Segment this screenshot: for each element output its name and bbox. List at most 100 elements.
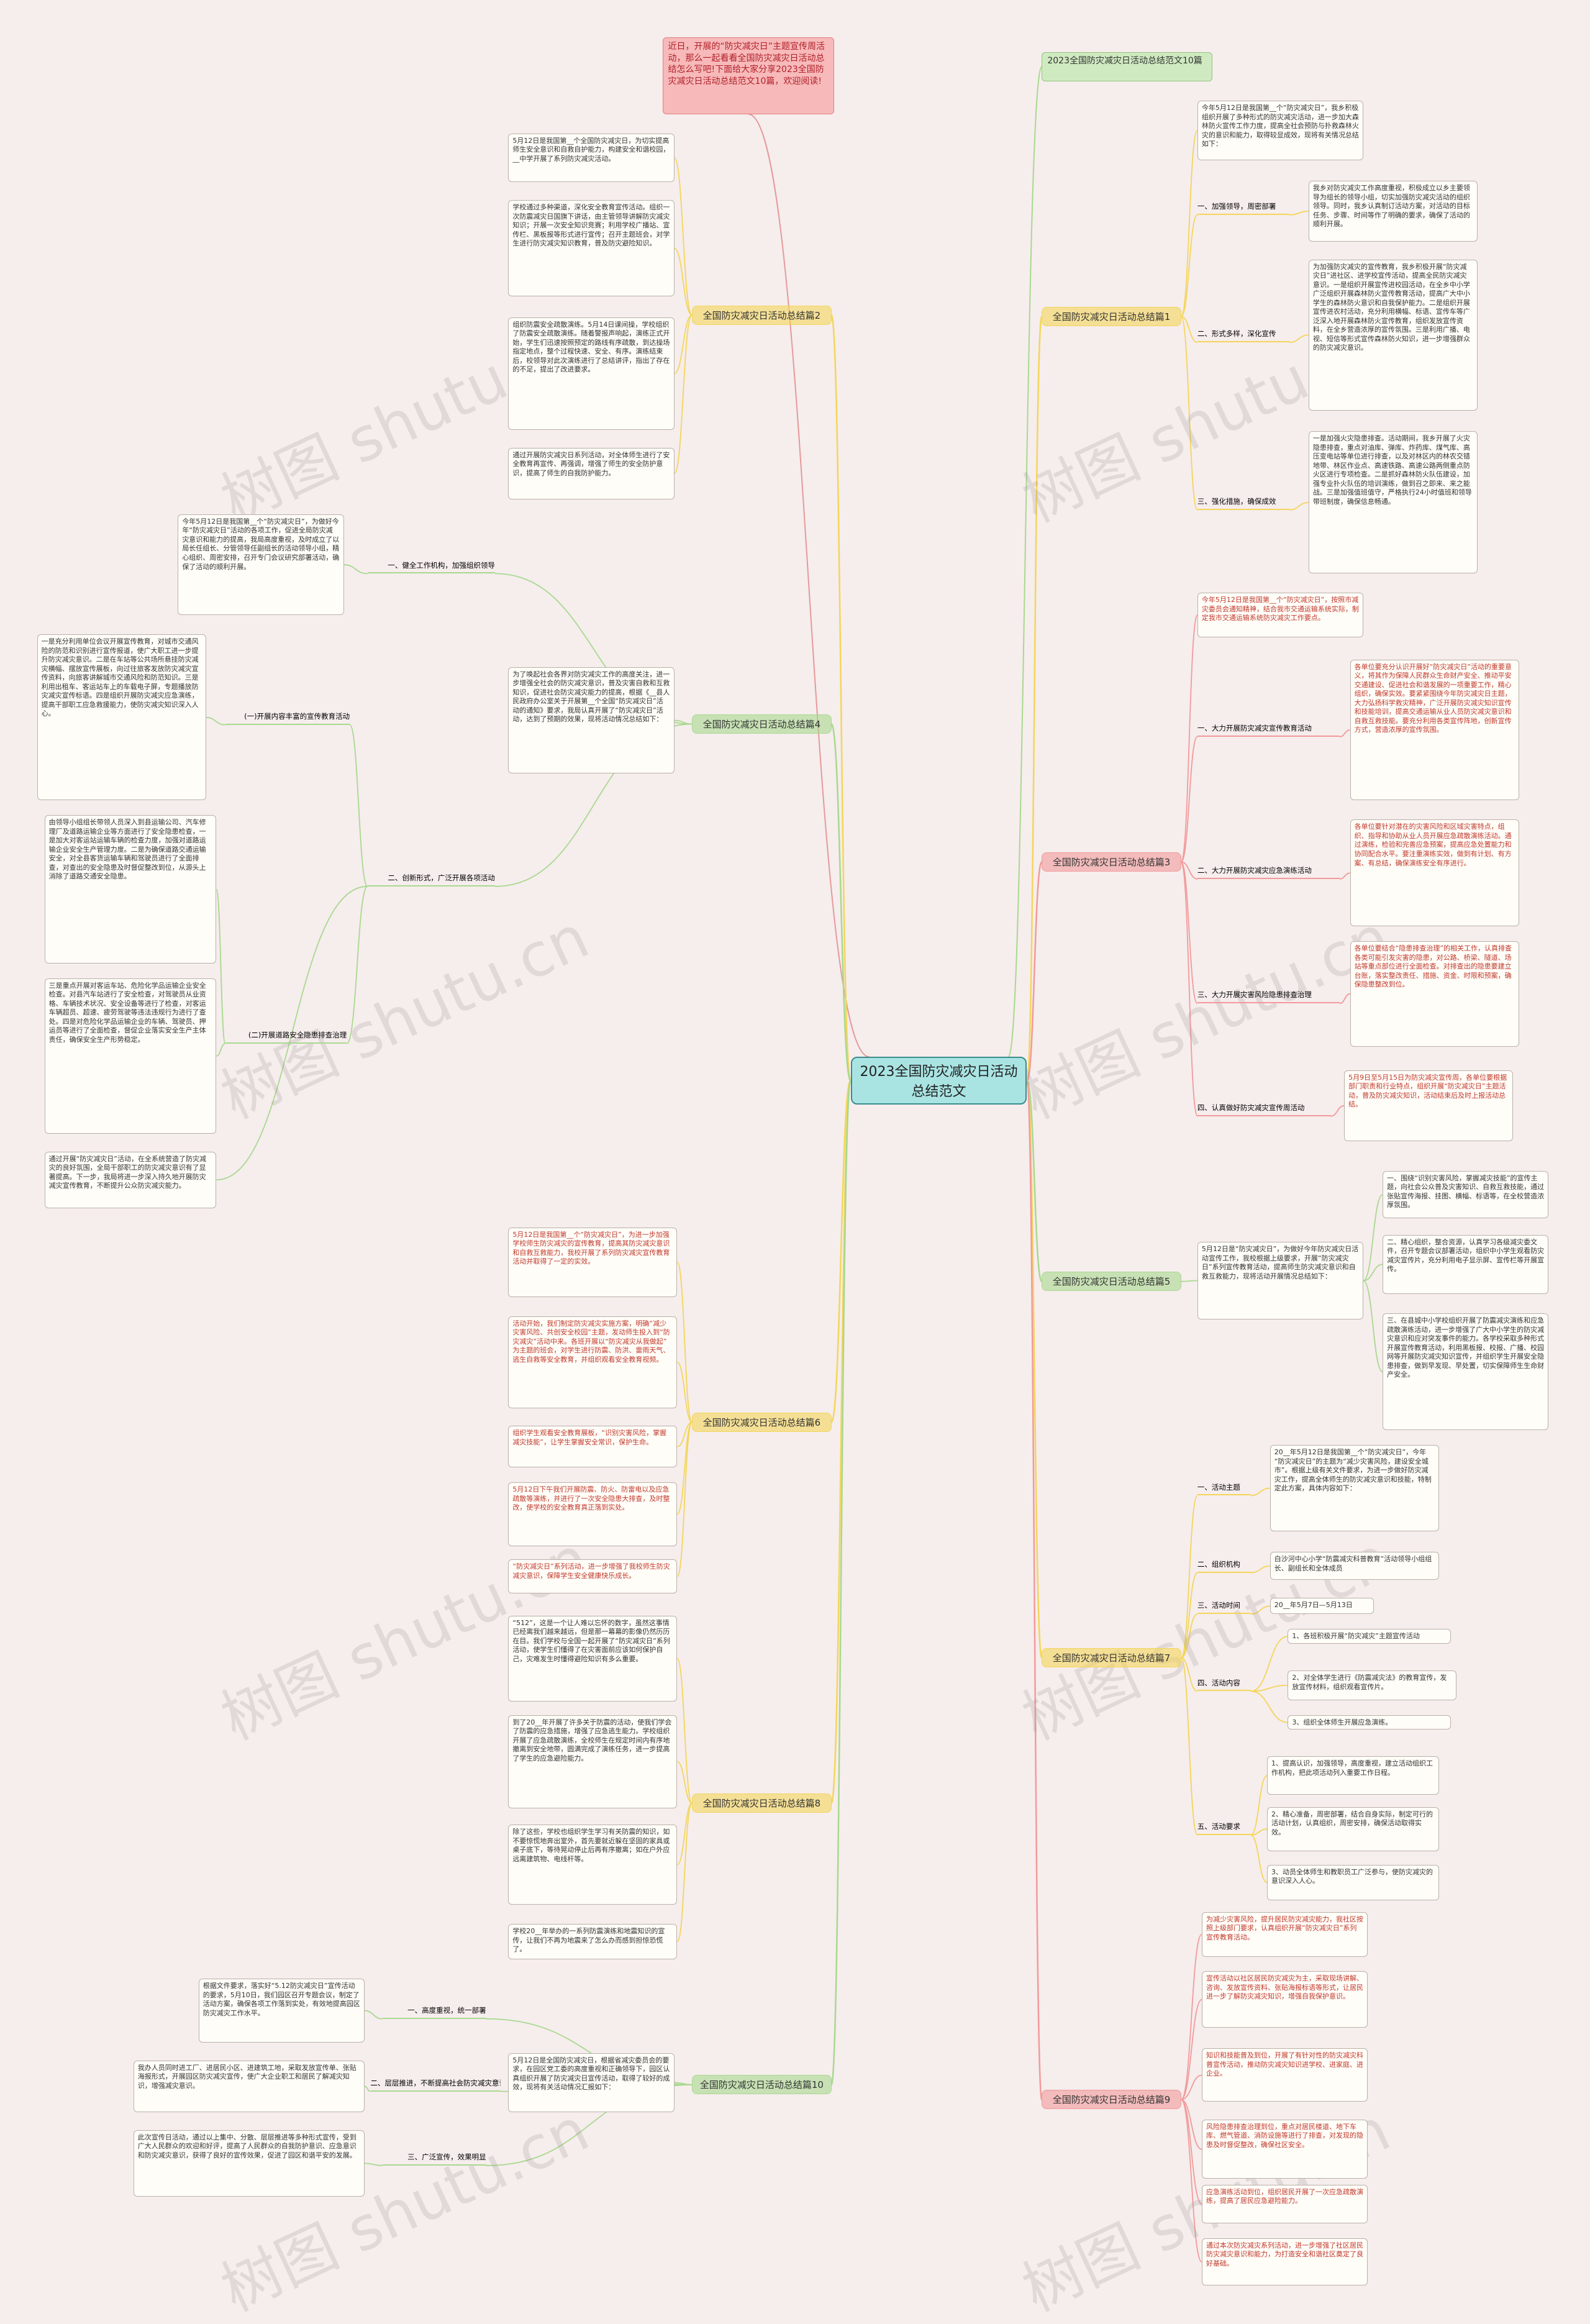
leaf-note: 各单位要针对潜在的灾害风险和区域灾害特点，组织、指导和协助从业人员开展应急疏散演… (1350, 819, 1519, 927)
branch-topic: 全国防灾减灾日活动总结篇8 (692, 1793, 832, 1813)
branch-topic: 全国防灾减灾日活动总结篇4 (692, 714, 832, 734)
connector (1180, 1657, 1198, 1836)
leaf-note: 5月12日是我国第__个全国防灾减灾日，为切实提高师生安全意识和自救自护能力，构… (508, 133, 675, 183)
connector (1363, 1194, 1383, 1282)
connector (1250, 1828, 1268, 1836)
connector (364, 2162, 383, 2166)
connector (1250, 1605, 1270, 1615)
connector (1180, 736, 1198, 863)
connector (1026, 1080, 1043, 2101)
connector (364, 2085, 371, 2092)
sub-topic: 五、活动要求 (1197, 1820, 1251, 1835)
leaf-note: 我办人员同时进工厂、进居民小区、进建筑工地，采取发放宣传单、张贴海报形式，开展园… (133, 2060, 365, 2113)
connector (216, 888, 226, 1044)
sub-topic: 二、层层推进，不断提高社会防灾减灾意识 (370, 2077, 501, 2092)
leaf-note: 2、精心准备，周密部署，结合自身实际，制定可行的活动计划，认真组织，周密安排，确… (1267, 1807, 1439, 1852)
leaf-note: 学校20__年举办的一系列防震演练和地震知识的宣传，让我们不再为地震来了怎么办而… (508, 1924, 678, 1960)
sub-topic: 一、加强领导，周密部署 (1197, 200, 1289, 215)
connector (1250, 1684, 1288, 1692)
connector (1289, 334, 1309, 344)
leaf-note: 二、精心组织，整合资源，认真学习各级减灾委文件，召开专题会议部署活动，组织中小学… (1383, 1234, 1549, 1294)
branch-topic: 全国防灾减灾日活动总结篇6 (692, 1412, 832, 1432)
connector (216, 885, 368, 1181)
leaf-note: 通过本次防灾减灾系列活动，进一步增强了社区居民防灾减灾意识和能力，为打造安全和谐… (1202, 2238, 1368, 2286)
connector (676, 1261, 693, 1423)
connector (1180, 316, 1198, 511)
connector (346, 885, 368, 1044)
connector (206, 716, 225, 726)
leaf-note: 我乡对防灾减灾工作高度重视，积极成立以乡主要领导为组长的领导小组，切实加强防灾减… (1308, 181, 1478, 242)
leaf-note: 宣传活动以社区居民防灾减灾为主，采取现场讲解、咨询、发放宣传资料、张贴海报标语等… (1202, 1971, 1368, 2028)
sub-topic: 二、创新形式，广泛开展各项活动 (367, 872, 495, 886)
leaf-note: 知识和技能普及到位，开展了有针对性的防灾减灾科普宣传活动，推动防灾减灾知识进学校… (1202, 2048, 1368, 2102)
leaf-note: 2、对全体学生进行《防震减灾法》的教育宣传，发放宣传材料，组织观看宣传片。 (1288, 1670, 1457, 1700)
sub-topic: 一、健全工作机构，加强组织领导 (367, 559, 495, 574)
connector (364, 2010, 383, 2020)
connector (1339, 729, 1350, 737)
leaf-note: 为加强防灾减灾的宣传教育，我乡积极开展“防灾减灾日”进社区、进学校宣传活动，提高… (1308, 259, 1478, 411)
leaf-note: 根据文件要求，落实好“5.12防灾减灾日”宣传活动的要求，5月10日，我们园区召… (198, 1979, 365, 2043)
connector (673, 157, 693, 316)
leaf-note: 除了这些，学校也组织学生学习有关防震的知识，如不要惊慌地奔出室外，首先要就近躲在… (508, 1825, 678, 1905)
leaf-note: 20__年5月7日—5月13日 (1270, 1598, 1374, 1615)
sub-topic: 二、组织机构 (1197, 1558, 1251, 1573)
connector (1181, 1280, 1197, 1282)
intro-note: 近日，开展的“防灾减灾日”主题宣传周活动，那么一起看看全国防灾减灾日活动总结怎么… (662, 37, 835, 114)
sub-topic: 四、活动内容 (1197, 1677, 1251, 1692)
connector (1180, 2098, 1202, 2262)
leaf-note: 一是充分利用单位会议开展宣传教育，对城市交通风险的防范和识别进行宣传报道，使广大… (37, 634, 206, 801)
leaf-note: 为减少灾害风险，提升居民防灾减灾能力，我社区按照上级部门要求，认真组织开展“防灾… (1202, 1912, 1368, 1957)
leaf-note: 今年5月12日是我国第__个“防灾减灾日”，为做好今年“防灾减灾日”活动的各项工… (178, 514, 344, 616)
connector (1181, 316, 1198, 344)
leaf-note: “512”，这是一个让人难以忘怀的数字，虽然这事情已经离我们越来越远，但是那一幕… (508, 1615, 678, 1702)
connector (1250, 1487, 1270, 1497)
leaf-note: 一是加强火灾隐患排查。活动期间，我乡开展了火灾隐患排查，重点对油库、弹库、炸药库… (1308, 431, 1478, 574)
leaf-note: 组织防震安全疏散演练。5月14日课间操，学校组织了防震安全疏散演练。随着警报声响… (508, 317, 675, 430)
branch-topic: 全国防灾减灾日活动总结篇9 (1042, 2090, 1181, 2110)
connector (1180, 130, 1198, 317)
sub-topic: 三、广泛宣传，效果明显 (382, 2151, 486, 2166)
sub-topic: (二)开展道路安全隐患排查治理 (225, 1029, 347, 1044)
leaf-note: 白沙河中心小学“防震减灾科普教育”活动领导小组组长、副组长和全体成员 (1270, 1552, 1439, 1580)
connector (677, 1421, 693, 1447)
connector (676, 1802, 693, 1866)
sub-topic: 三、活动时间 (1197, 1599, 1251, 1615)
sub-topic: 三、强化措施，确保成效 (1197, 495, 1289, 510)
connector (676, 1361, 693, 1423)
leaf-note: 为了唤起社会各界对防灾减灾工作的高度关注，进一步增强全社会的防灾减灾意识，普及灾… (508, 667, 675, 774)
connector (216, 1042, 225, 1057)
connector (830, 1080, 852, 1804)
branch-topic: 全国防灾减灾日活动总结篇5 (1042, 1272, 1181, 1292)
connector (1181, 2098, 1202, 2150)
connector (1330, 1105, 1345, 1117)
branch-topic: 全国防灾减灾日活动总结篇10 (692, 2075, 832, 2095)
connector (676, 1421, 693, 1577)
leaf-note: 5月12日下午我们开展防震、防火、防雷电以及应急疏散等演练，并进行了一次安全隐患… (508, 1482, 678, 1546)
leaf-note: 3、动员全体师生和教职员工广泛参与，使防灾减灾的意识深入人心。 (1267, 1864, 1439, 1900)
connector (1289, 211, 1309, 216)
leaf-note: 5月9日至5月15日为防灾减灾宣传周，各单位要根据部门职责和行业特点，组织开展“… (1344, 1070, 1514, 1142)
leaf-note: 今年5月12日是我国第__个“防灾减灾日”，按照市减灾委员会通知精神，结合我市交… (1197, 593, 1364, 637)
connector (1026, 861, 1043, 1082)
leaf-note: 20__年5月12日是我国第__个“防灾减灾日”，今年“防灾减灾日”的主题为“减… (1270, 1445, 1439, 1531)
sub-topic: 一、高度重视，统一部署 (382, 2004, 486, 2019)
sub-topic: 二、形式多样，深化宣传 (1197, 327, 1289, 343)
connector (673, 314, 693, 475)
connector (1250, 1690, 1288, 1723)
leaf-note: 此次宣传日活动，通过以上集中、分散、层层推进等多种形式宣传，受到广大人民群众的欢… (133, 2130, 365, 2197)
leaf-note: 1、各班积极开展“防灾减灾”主题宣传活动 (1288, 1629, 1451, 1644)
connector (1181, 2098, 1202, 2205)
leaf-note: 各单位要充分认识开展好“防灾减灾日”活动的重要意义，将其作为保障人民群众生命财产… (1350, 659, 1519, 801)
connector (1007, 66, 1043, 1058)
leaf-note: 活动开始，我们制定防灾减灾实施方案，明确“减少灾害风险、共创安全校园”主题，发动… (508, 1316, 678, 1408)
sub-topic: 一、大力开展防灾减灾宣传教育活动 (1197, 722, 1340, 737)
leaf-note: 三、在县城中小学校组织开展了防震减灾演练和应急疏散演练活动，进一步增强了广大中小… (1383, 1313, 1549, 1431)
leaf-note: 各单位要结合“隐患排查治理”的相关工作，认真排查各类可能引发灾害的隐患，对公路、… (1350, 941, 1519, 1047)
connector (1180, 861, 1198, 1117)
branch-topic: 全国防灾减灾日活动总结篇1 (1042, 306, 1181, 326)
leaf-note: 今年5月12日是我国第__个“防灾减灾日”，我乡积极组织开展了多种形式的防灾减灾… (1197, 101, 1364, 160)
sub-topic: 四、认真做好防灾减灾宣传周活动 (1197, 1101, 1331, 1116)
connector (1026, 1080, 1043, 1282)
connector (1250, 1834, 1268, 1884)
